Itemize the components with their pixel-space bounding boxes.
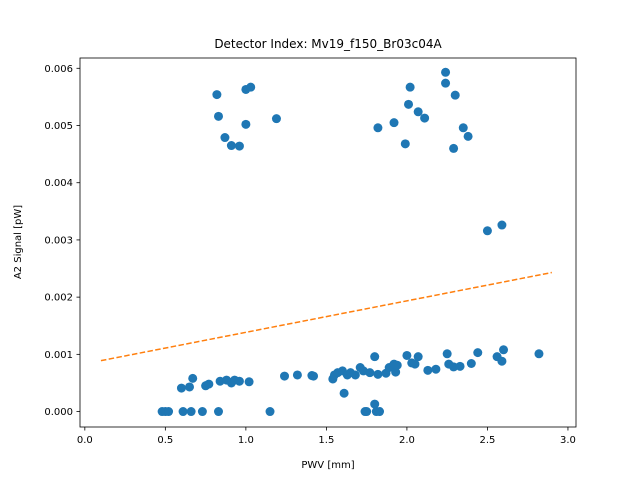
scatter-point: [389, 118, 399, 128]
scatter-point: [370, 352, 380, 362]
scatter-point: [188, 373, 198, 383]
scatter-point: [246, 82, 256, 92]
scatter-point: [410, 359, 420, 369]
scatter-point: [309, 371, 319, 381]
x-tick-label: 2.0: [399, 435, 415, 446]
scatter-point: [370, 399, 380, 409]
scatter-point: [373, 369, 383, 379]
y-tick-label: 0.000: [44, 407, 73, 418]
y-tick-label: 0.005: [44, 121, 73, 132]
scatter-point: [449, 143, 459, 153]
scatter-point: [413, 352, 423, 362]
plot-frame: [79, 57, 577, 428]
scatter-point: [497, 220, 507, 230]
scatter-point: [176, 383, 186, 393]
scatter-point: [213, 407, 223, 417]
scatter-point: [164, 407, 174, 417]
scatter-point: [362, 407, 372, 417]
x-tick-label: 0.5: [157, 435, 173, 446]
scatter-point: [241, 119, 251, 129]
scatter-point: [482, 226, 492, 236]
scatter-point: [450, 90, 460, 100]
scatter-point: [441, 78, 451, 88]
scatter-point: [466, 358, 476, 368]
scatter-point: [365, 368, 375, 378]
scatter-point: [431, 364, 441, 374]
scatter-point: [244, 377, 254, 387]
scatter-point: [458, 123, 468, 133]
y-tick-label: 0.006: [44, 64, 73, 75]
scatter-point: [213, 111, 223, 121]
scatter-point: [186, 407, 196, 417]
scatter-point: [292, 370, 302, 380]
chart-title: Detector Index: Mv19_f150_Br03c04A: [214, 37, 442, 51]
scatter-point: [204, 379, 214, 389]
scatter-point: [234, 376, 244, 386]
scatter-point: [534, 349, 544, 359]
x-tick-label: 0.0: [77, 435, 93, 446]
scatter-point: [463, 131, 473, 141]
scatter-point: [455, 361, 465, 371]
x-tick-label: 1.5: [318, 435, 334, 446]
scatter-point: [178, 407, 188, 417]
scatter-point: [391, 367, 401, 377]
scatter-point: [449, 362, 459, 372]
scatter-point: [350, 370, 360, 380]
scatter-point: [404, 99, 414, 109]
scatter-point: [265, 407, 275, 417]
scatter-point: [234, 141, 244, 151]
scatter-point: [220, 133, 230, 143]
y-tick-label: 0.003: [44, 235, 73, 246]
scatter-point: [413, 107, 423, 117]
scatter-point: [271, 114, 281, 124]
scatter-point: [392, 360, 402, 370]
x-tick-label: 2.5: [479, 435, 495, 446]
scatter-point: [185, 382, 195, 392]
x-tick-label: 3.0: [560, 435, 576, 446]
scatter-point: [473, 348, 483, 358]
scatter-point: [212, 90, 222, 100]
scatter-point: [499, 345, 509, 355]
y-axis-title: A2 Signal [pW]: [13, 205, 24, 279]
scatter-point: [402, 350, 412, 360]
scatter-point: [420, 113, 430, 123]
scatter-point: [197, 407, 207, 417]
fit-line: [100, 271, 552, 362]
y-tick-label: 0.001: [44, 350, 73, 361]
scatter-point: [280, 371, 290, 381]
x-tick-label: 1.0: [238, 435, 254, 446]
scatter-point: [373, 123, 383, 133]
x-axis-title: PWV [mm]: [301, 460, 354, 471]
scatter-point: [339, 388, 349, 398]
scatter-point: [400, 139, 410, 149]
scatter-point: [423, 365, 433, 375]
scatter-point: [442, 349, 452, 359]
plot-marks: [100, 67, 552, 417]
y-tick-label: 0.002: [44, 293, 73, 304]
scatter-point: [497, 356, 507, 366]
scatter-point: [375, 407, 385, 417]
scatter-point: [441, 67, 451, 77]
scatter-point: [405, 82, 415, 92]
y-tick-label: 0.004: [44, 178, 73, 189]
scatter-point: [226, 141, 236, 151]
axes: 0.0 0.5 1.0 1.5 2.0 2.5 3.0 0.000 0.001 0.002 0.00…: [44, 64, 576, 446]
